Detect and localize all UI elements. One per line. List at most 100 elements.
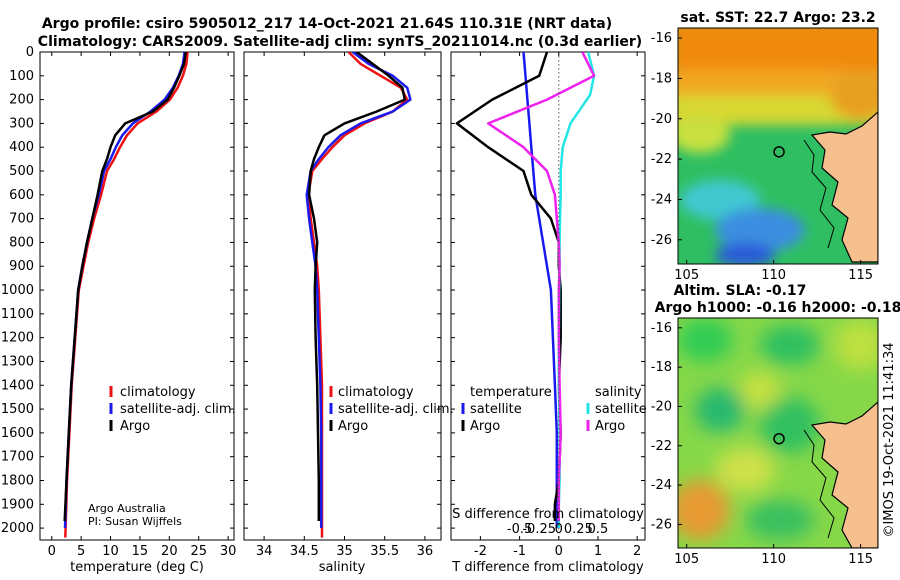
s-difference-tick-label: 0.5 bbox=[588, 522, 609, 537]
x-tick-label: 30 bbox=[220, 544, 237, 559]
sla-float-marker bbox=[773, 432, 785, 445]
x-tick-label: 34.5 bbox=[290, 544, 319, 559]
map-y-tick-label: -20 bbox=[651, 399, 672, 414]
map-y-tick-label: -22 bbox=[651, 439, 672, 454]
depth-tick-label: 900 bbox=[9, 259, 34, 274]
salinity-axis-label: salinity bbox=[319, 560, 366, 575]
map-y-tick-label: -16 bbox=[651, 31, 672, 46]
series-line-satellite-adj-clim- bbox=[305, 52, 412, 529]
salinity-plot-area bbox=[305, 52, 412, 538]
legend-s-argo-label: Argo bbox=[595, 419, 625, 434]
depth-tick-label: 1200 bbox=[1, 331, 34, 346]
temperature-x-axis: 0 5 10 15 20 25 30 bbox=[48, 52, 237, 559]
x-tick-label: 2 bbox=[633, 544, 641, 559]
temperature-plot-area bbox=[63, 52, 189, 538]
depth-tick-label: 600 bbox=[9, 188, 34, 203]
depth-tick-label: 300 bbox=[9, 116, 34, 131]
temperature-legend: climatology satellite-adj. clim. Argo bbox=[109, 385, 236, 434]
salinity-panel-frame bbox=[243, 51, 442, 541]
depth-tick-label: 400 bbox=[9, 140, 34, 155]
depth-tick-label: 1400 bbox=[1, 378, 34, 393]
legend-argo-label: Argo bbox=[120, 419, 150, 434]
figure-title-line2: Climatology: CARS2009. Satellite-adj cli… bbox=[38, 34, 642, 50]
temperature-axis-label: temperature (deg C) bbox=[70, 560, 204, 575]
x-tick-label: 0 bbox=[48, 544, 56, 559]
sla-land-polygon bbox=[810, 401, 878, 548]
legend-salinity-header: salinity bbox=[595, 385, 642, 400]
difference-plot-area bbox=[455, 52, 596, 540]
sla-isobath bbox=[803, 429, 835, 539]
depth-tick-label: 1600 bbox=[1, 426, 34, 441]
sla-map bbox=[678, 318, 878, 548]
map-y-tick-label: -16 bbox=[651, 321, 672, 336]
map-y-tick-label: -24 bbox=[651, 478, 672, 493]
copyright-label: ©IMOS 19-Oct-2021 11:41:34 bbox=[882, 342, 897, 537]
depth-tick-label: 1800 bbox=[1, 473, 34, 488]
depth-tick-label: 1900 bbox=[1, 497, 34, 512]
s-difference-tick-label: 0.25 bbox=[564, 522, 593, 537]
map-x-tick-label: 105 bbox=[674, 552, 699, 567]
x-tick-label: 34 bbox=[256, 544, 273, 559]
annotation-pi: PI: Susan Wijffels bbox=[88, 515, 182, 528]
depth-tick-label: 1100 bbox=[1, 307, 34, 322]
map-x-tick-label: 110 bbox=[761, 268, 786, 283]
map-y-tick-label: -26 bbox=[651, 233, 672, 248]
map-y-tick-label: -18 bbox=[651, 71, 672, 86]
s-difference-tick-label: -0.25 bbox=[522, 522, 556, 537]
legend-t-satellite-label: satellite bbox=[470, 402, 522, 417]
depth-tick-label: 1300 bbox=[1, 354, 34, 369]
x-tick-label: 20 bbox=[161, 544, 178, 559]
legend-satellite-label: satellite-adj. clim. bbox=[338, 402, 454, 417]
sla-map-title-line2: Argo h1000: -0.16 h2000: -0.18 bbox=[655, 300, 900, 316]
series-line-temperature-satellite bbox=[522, 52, 559, 529]
x-tick-label: -2 bbox=[474, 544, 487, 559]
map-y-tick-label: -22 bbox=[651, 152, 672, 167]
depth-tick-label: 700 bbox=[9, 212, 34, 227]
difference-legend: temperature satellite Argo salinity sate… bbox=[461, 385, 647, 434]
map-y-tick-label: -18 bbox=[651, 360, 672, 375]
x-tick-label: 36 bbox=[417, 544, 434, 559]
sst-map-axes: 105 110 115 -16 -18 -20 -22 -24 -26 bbox=[651, 31, 873, 283]
depth-tick-label: 500 bbox=[9, 164, 34, 179]
sst-isobath bbox=[803, 139, 835, 249]
series-line-argo bbox=[307, 52, 407, 521]
sst-land-polygon bbox=[810, 111, 878, 263]
depth-tick-label: 2000 bbox=[1, 521, 34, 536]
depth-axis: 0 100 200 300 400 500 600 700 800 900 1000 1100 1200… bbox=[1, 45, 645, 536]
map-y-tick-label: -24 bbox=[651, 192, 672, 207]
map-y-tick-label: -20 bbox=[651, 112, 672, 127]
x-tick-label: 10 bbox=[102, 544, 119, 559]
t-difference-axis-label: T difference from climatology bbox=[451, 560, 644, 575]
figure-title-line1: Argo profile: csiro 5905012_217 14-Oct-2… bbox=[42, 16, 612, 32]
s-difference-tick-label: -0.5 bbox=[507, 522, 532, 537]
x-tick-label: 15 bbox=[132, 544, 149, 559]
depth-tick-label: 800 bbox=[9, 235, 34, 250]
sla-map-frame bbox=[677, 317, 879, 549]
s-difference-tick-label: 0 bbox=[555, 522, 563, 537]
sla-map-axes: 105 110 115 -16 -18 -20 -22 -24 -26 bbox=[651, 321, 873, 567]
depth-tick-label: 1000 bbox=[1, 283, 34, 298]
sst-map-frame bbox=[677, 27, 879, 265]
x-tick-label: 0 bbox=[555, 544, 563, 559]
series-line-salinity-argo bbox=[486, 52, 596, 521]
map-y-tick-label: -26 bbox=[651, 517, 672, 532]
series-line-argo bbox=[63, 52, 188, 522]
legend-argo-label: Argo bbox=[338, 419, 368, 434]
depth-tick-label: 0 bbox=[26, 45, 34, 60]
salinity-x-axis: 34 34.5 35 35.5 36 bbox=[256, 52, 433, 559]
x-tick-label: 25 bbox=[190, 544, 207, 559]
legend-t-argo-label: Argo bbox=[470, 419, 500, 434]
sst-float-marker bbox=[773, 146, 785, 158]
legend-temperature-header: temperature bbox=[470, 385, 552, 400]
series-line-climatology bbox=[64, 52, 189, 538]
sla-map-title-line1: Altim. SLA: -0.17 bbox=[674, 283, 807, 299]
x-tick-label: 5 bbox=[77, 544, 85, 559]
sst-map-title: sat. SST: 22.7 Argo: 23.2 bbox=[680, 10, 875, 26]
sst-map bbox=[678, 28, 878, 264]
x-tick-label: 35.5 bbox=[370, 544, 399, 559]
depth-tick-label: 100 bbox=[9, 69, 34, 84]
s-difference-axis-label: S difference from climatology bbox=[452, 507, 644, 522]
map-x-tick-label: 105 bbox=[674, 268, 699, 283]
legend-climatology-label: climatology bbox=[120, 385, 196, 400]
